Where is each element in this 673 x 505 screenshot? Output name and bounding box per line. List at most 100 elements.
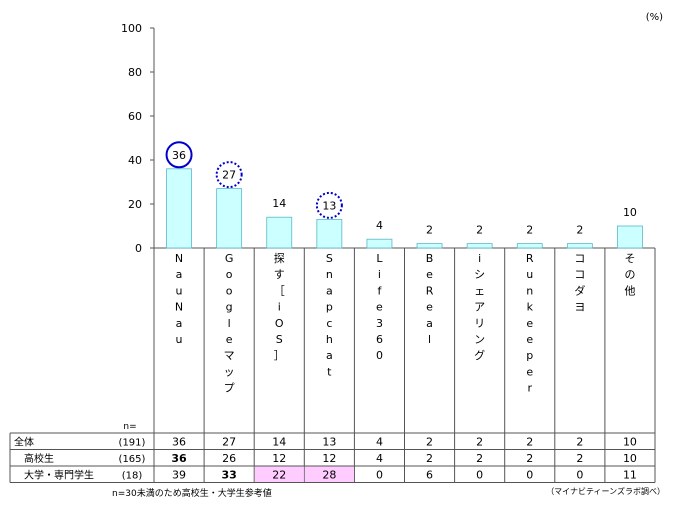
category-label-char: マ xyxy=(224,349,235,362)
category-label-char: ア xyxy=(474,301,485,314)
category-label-char: a xyxy=(426,317,433,330)
table-cell-value: 13 xyxy=(322,436,336,449)
table-row-label: 全体 xyxy=(14,436,34,449)
category-label-char: e xyxy=(526,317,533,330)
category-label-char: a xyxy=(326,349,333,362)
category-label-char: i xyxy=(478,252,481,265)
category-label-char: e xyxy=(376,301,383,314)
category-label-char: R xyxy=(526,252,534,265)
category-label-char: p xyxy=(526,349,533,362)
table-cell-value: 2 xyxy=(476,452,483,465)
category-label-char: N xyxy=(175,301,183,314)
bar-value-label: 10 xyxy=(623,206,637,219)
category-label-char: コ xyxy=(574,268,585,281)
category-label-char: 他 xyxy=(624,284,635,297)
category-label-char: R xyxy=(426,284,434,297)
highlight-cell xyxy=(304,466,354,482)
table-cell-value: 12 xyxy=(272,452,286,465)
table-cell-value: 4 xyxy=(376,436,383,449)
highlight-circle xyxy=(165,141,193,169)
category-label-char: リ xyxy=(474,317,485,330)
category-label-char: h xyxy=(326,333,333,346)
bar-value-label: 27 xyxy=(222,169,236,182)
table-cell-value: 2 xyxy=(426,436,433,449)
category-label-char: a xyxy=(326,284,333,297)
bar-value-label: 4 xyxy=(376,219,383,232)
category-label-char: l xyxy=(228,317,231,330)
bar-value-label: 2 xyxy=(526,224,533,237)
category-label-char: ン xyxy=(474,333,485,346)
category-label-char: グ xyxy=(474,348,485,362)
category-label-char: o xyxy=(226,268,233,281)
category-label-char: o xyxy=(226,284,233,297)
category-label-char: す xyxy=(274,268,285,281)
category-label-char: L xyxy=(376,252,383,265)
table-cell-value: 2 xyxy=(476,436,483,449)
category-label-char: e xyxy=(226,333,233,346)
category-label-char: g xyxy=(226,301,233,314)
table-cell-value: 2 xyxy=(526,436,533,449)
y-tick-label: 80 xyxy=(128,66,142,79)
category-label-char: a xyxy=(176,317,183,330)
category-label-char: 3 xyxy=(376,317,383,330)
table-cell-value: 2 xyxy=(576,436,583,449)
category-label-char: e xyxy=(526,333,533,346)
table-cell-value: 11 xyxy=(623,469,637,482)
source-note: （マイナビティーンズラボ調べ） xyxy=(546,487,665,496)
footnote: n=30未満のため高校生・大学生参考値 xyxy=(112,489,272,499)
bar-value-label: 2 xyxy=(476,224,483,237)
category-label-char: ッ xyxy=(224,365,235,378)
bar xyxy=(316,218,343,249)
table-cell-value: 0 xyxy=(526,469,533,482)
bar-value-label: 2 xyxy=(426,224,433,237)
y-tick-label: 60 xyxy=(128,110,142,123)
table-cell-value: 0 xyxy=(376,469,383,482)
category-label-char: O xyxy=(275,317,284,330)
category-label-char: u xyxy=(526,268,533,281)
bar xyxy=(516,243,543,249)
y-tick-label: 40 xyxy=(128,154,142,167)
category-label-char: N xyxy=(175,252,183,265)
table-row-n: (18) xyxy=(122,471,143,482)
bar xyxy=(266,216,293,249)
bar-value-label: 2 xyxy=(576,224,583,237)
category-label-char: l xyxy=(428,333,431,346)
category-label-char: i xyxy=(378,268,381,281)
bar xyxy=(566,243,593,249)
category-label-char: ［ xyxy=(274,284,285,297)
category-label-char: ダ xyxy=(574,283,585,297)
table-row-label: 高校生 xyxy=(24,452,54,465)
category-label-char: プ xyxy=(224,382,235,395)
bar-value-label: 36 xyxy=(172,149,186,162)
category-label-char: 0 xyxy=(376,349,383,362)
bar xyxy=(166,168,192,249)
category-label-char: G xyxy=(225,252,234,265)
table-row-label: 大学・専門学生 xyxy=(24,469,94,482)
category-label-char: e xyxy=(426,301,433,314)
category-label-char: そ xyxy=(624,252,635,265)
category-label-char: ］ xyxy=(274,349,285,362)
category-label-char: ェ xyxy=(474,284,485,297)
table-cell-value: 6 xyxy=(426,469,433,482)
highlight-circle-dotted xyxy=(315,191,343,219)
category-label-char: コ xyxy=(574,252,585,265)
category-label-char: n xyxy=(326,268,333,281)
table-row-n: (165) xyxy=(119,454,146,465)
category-label-char: c xyxy=(326,317,332,330)
bar-value-label: 13 xyxy=(322,199,336,212)
bar xyxy=(366,238,393,249)
category-label-char: の xyxy=(624,268,635,281)
table-cell-value: 28 xyxy=(322,469,336,482)
table-cell-value: 2 xyxy=(576,452,583,465)
highlight-cell xyxy=(254,466,304,482)
category-label-char: S xyxy=(276,333,283,346)
y-tick-label: 20 xyxy=(128,198,142,211)
category-label-char: S xyxy=(326,252,333,265)
category-label-char: u xyxy=(176,333,183,346)
category-label-char: 探 xyxy=(274,252,285,265)
highlight-circle-dotted xyxy=(215,161,243,189)
table-cell-value: 36 xyxy=(171,452,187,465)
table-cell-value: 4 xyxy=(376,452,383,465)
table-row-n: (191) xyxy=(119,438,146,449)
